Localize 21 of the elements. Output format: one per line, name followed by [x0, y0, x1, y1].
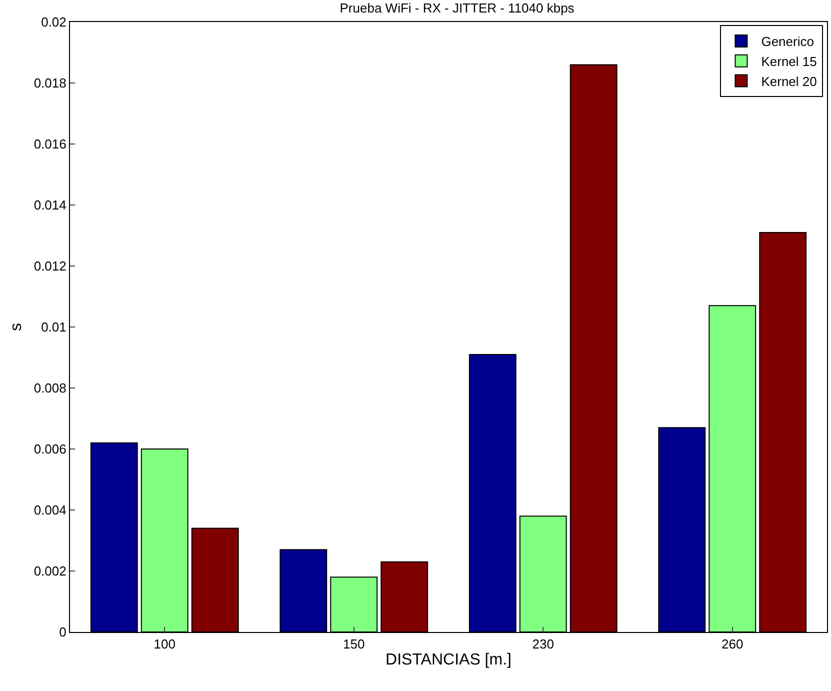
- y-tick-label: 0.016: [34, 136, 66, 152]
- y-tick-label: 0.018: [34, 76, 66, 91]
- x-tick-label: 230: [532, 636, 554, 652]
- x-tick-label: 150: [343, 636, 365, 652]
- x-tick-label: 260: [722, 636, 744, 652]
- x-axis-title: DISTANCIAS [m.]: [386, 651, 512, 668]
- legend-label: Kernel 15: [761, 54, 817, 69]
- y-tick-label: 0.012: [34, 258, 66, 274]
- y-axis-title: s: [8, 323, 25, 331]
- y-tick-label: 0.01: [41, 320, 66, 335]
- y-tick-label: 0.02: [41, 14, 66, 30]
- y-tick-label: 0.002: [34, 564, 66, 579]
- y-tick-label: 0.008: [34, 380, 66, 396]
- legend-label: Generico: [761, 34, 814, 50]
- y-tick-label: 0.006: [34, 442, 66, 457]
- y-tick-label: 0.014: [34, 198, 66, 213]
- x-tick-label: 100: [154, 636, 176, 652]
- chart-title: Prueba WiFi - RX - JITTER - 11040 kbps: [340, 0, 575, 16]
- y-tick-label: 0: [59, 624, 66, 640]
- y-tick-label: 0.004: [34, 502, 66, 518]
- legend-label: Kernel 20: [761, 74, 817, 89]
